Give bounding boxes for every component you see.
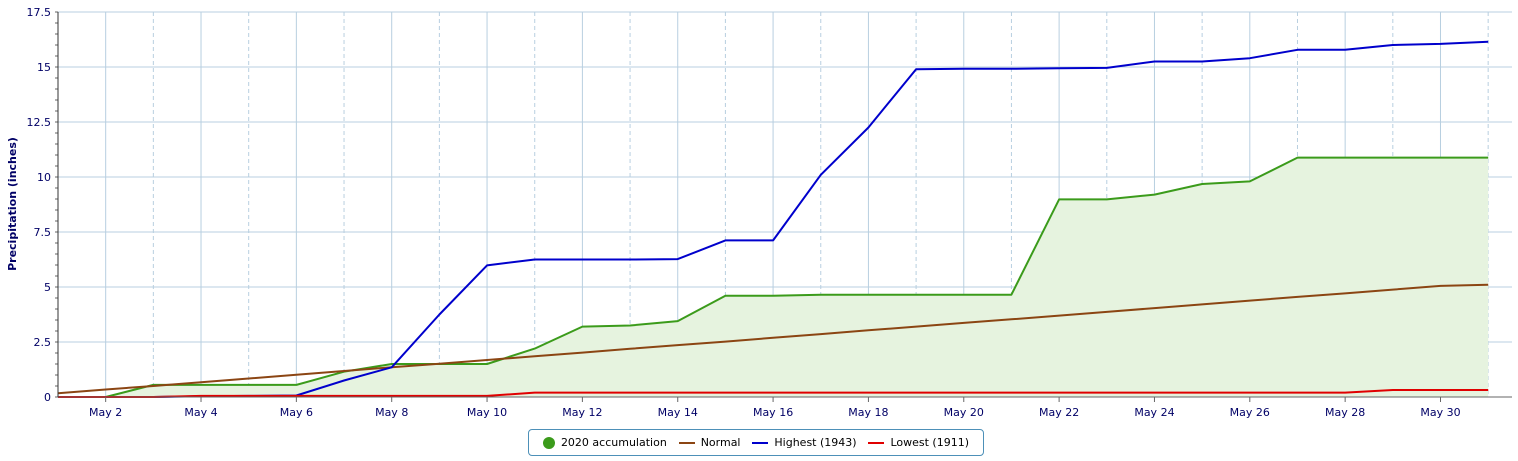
legend-label: Normal: [700, 436, 741, 449]
x-tick-label: May 28: [1325, 406, 1365, 419]
legend-item-lowest-1911[interactable]: Lowest (1911): [868, 436, 969, 449]
legend-label: Lowest (1911): [890, 436, 969, 449]
x-tick-label: May 26: [1230, 406, 1270, 419]
series-layer: [57, 40, 1489, 398]
x-tick-label: May 18: [848, 406, 888, 419]
y-tick-label: 17.5: [27, 6, 52, 19]
series-line-normal: [57, 283, 1489, 395]
y-tick-label: 10: [37, 171, 51, 184]
x-tick-label: May 16: [753, 406, 793, 419]
y-tick-label: 7.5: [34, 226, 52, 239]
legend-item-2020-accumulation[interactable]: 2020 accumulation: [542, 436, 667, 449]
x-tick-label: May 24: [1134, 406, 1174, 419]
legend-label: 2020 accumulation: [560, 436, 667, 449]
y-tick-label: 12.5: [27, 116, 52, 129]
x-tick-label: May 12: [562, 406, 602, 419]
legend-item-normal[interactable]: Normal: [678, 436, 741, 449]
series-area-2020-accumulation: [58, 157, 1489, 397]
y-tick-label: 2.5: [34, 336, 52, 349]
legend-swatch: [542, 436, 555, 449]
legend-item-highest-1943[interactable]: Highest (1943): [752, 436, 857, 449]
legend-label: Highest (1943): [774, 436, 857, 449]
axes: 0 2.5 5 7.5 10 12.5 15 17.5 May 2 May 4 May 6 May 8…: [27, 6, 1512, 419]
x-tick-label: May 20: [944, 406, 984, 419]
x-tick-label: May 8: [375, 406, 408, 419]
y-tick-label: 5: [44, 281, 51, 294]
legend-swatch: [678, 441, 695, 444]
x-tick-label: May 6: [280, 406, 313, 419]
x-tick-label: May 10: [467, 406, 507, 419]
legend: 2020 accumulation Normal Highest (1943) Low…: [528, 429, 984, 456]
x-tick-label: May 14: [658, 406, 698, 419]
x-tick-label: May 2: [89, 406, 122, 419]
legend-swatch: [868, 441, 885, 444]
series-line-lowest-1911: [58, 389, 1489, 398]
series-line-2020-accumulation: [58, 156, 1489, 398]
y-tick-label: 15: [37, 61, 51, 74]
legend-swatch: [752, 441, 769, 444]
y-axis-title: Precipitation (inches): [6, 137, 19, 271]
x-tick-label: May 30: [1420, 406, 1460, 419]
y-tick-label: 0: [44, 391, 51, 404]
x-tick-label: May 4: [184, 406, 217, 419]
x-tick-label: May 22: [1039, 406, 1079, 419]
